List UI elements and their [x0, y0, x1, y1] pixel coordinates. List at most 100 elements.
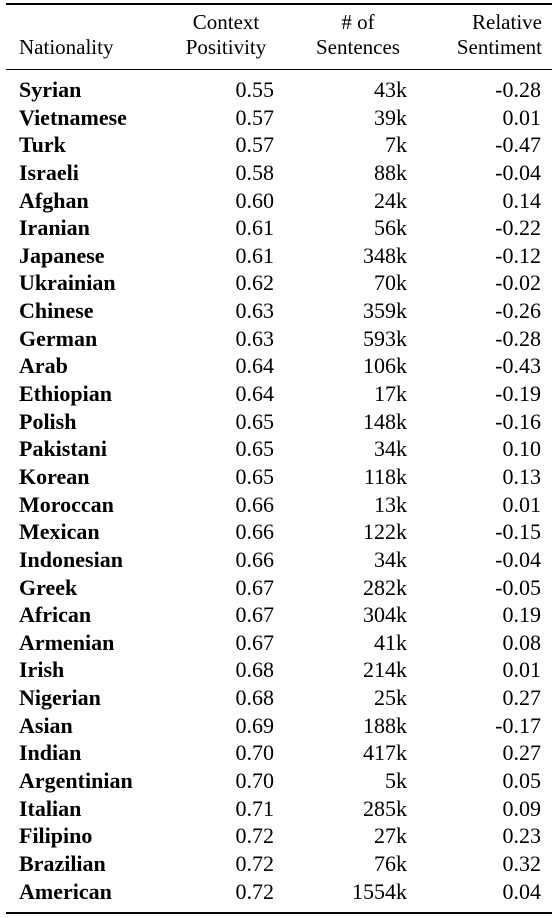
- relative-sentiment-cell: 0.23: [502, 823, 542, 849]
- relative-sentiment-cell: -0.12: [495, 242, 541, 268]
- context-positivity-cell: 0.57: [235, 104, 275, 130]
- num-sentences-cell: 1554k: [352, 878, 407, 904]
- table-row: Pakistani 0.65 34k 0.10: [0, 435, 558, 463]
- table-row: Turk 0.57 7k -0.47: [0, 131, 558, 159]
- relative-sentiment-cell: 0.32: [502, 850, 542, 876]
- nationality-cell: African: [19, 602, 92, 628]
- nationality-cell: Indian: [19, 740, 82, 766]
- nationality-cell: Vietnamese: [19, 104, 127, 130]
- nationality-cell: Nigerian: [19, 685, 101, 711]
- relative-sentiment-cell: 0.13: [502, 463, 542, 489]
- header-context-positivity-line-2: Positivity: [185, 35, 267, 59]
- header-relative-sentiment: Relative Sentiment: [420, 10, 542, 60]
- header-nationality-line-2: Nationality: [19, 35, 114, 59]
- header-relative-sentiment-line-2: Sentiment: [456, 35, 542, 59]
- num-sentences-cell: 359k: [363, 298, 407, 324]
- num-sentences-cell: 39k: [374, 104, 407, 130]
- relative-sentiment-cell: -0.26: [495, 298, 541, 324]
- context-positivity-cell: 0.68: [235, 657, 275, 683]
- table-row: Israeli 0.58 88k -0.04: [0, 159, 558, 187]
- relative-sentiment-cell: -0.19: [495, 381, 541, 407]
- context-positivity-cell: 0.67: [235, 629, 275, 655]
- nationality-cell: Syrian: [19, 77, 82, 102]
- relative-sentiment-cell: -0.28: [495, 325, 541, 351]
- relative-sentiment-cell: 0.08: [502, 629, 542, 655]
- context-positivity-cell: 0.68: [235, 685, 275, 711]
- nationality-cell: Israeli: [19, 159, 79, 185]
- relative-sentiment-cell: 0.19: [502, 602, 542, 628]
- relative-sentiment-cell: 0.27: [502, 685, 542, 711]
- context-positivity-cell: 0.57: [235, 132, 275, 158]
- header-num-sentences-line-1: # of: [341, 10, 375, 34]
- nationality-cell: Arab: [19, 353, 68, 379]
- nationality-cell: Polish: [19, 408, 77, 434]
- relative-sentiment-cell: 0.27: [502, 740, 542, 766]
- context-positivity-cell: 0.69: [235, 712, 275, 738]
- context-positivity-cell: 0.70: [235, 768, 275, 794]
- table-row: Chinese 0.63 359k -0.26: [0, 297, 558, 325]
- table-row: Ethiopian 0.64 17k -0.19: [0, 380, 558, 408]
- header-nationality: Nationality: [19, 35, 113, 60]
- nationality-cell: Ukrainian: [19, 270, 116, 296]
- relative-sentiment-cell: -0.05: [495, 574, 541, 600]
- context-positivity-cell: 0.65: [235, 436, 275, 462]
- table-row: Vietnamese 0.57 39k 0.01: [0, 104, 558, 132]
- num-sentences-cell: 41k: [374, 629, 407, 655]
- table-row: Indian 0.70 417k 0.27: [0, 739, 558, 767]
- context-positivity-cell: 0.62: [235, 270, 275, 296]
- context-positivity-cell: 0.71: [235, 795, 275, 821]
- num-sentences-cell: 593k: [363, 325, 407, 351]
- num-sentences-cell: 27k: [374, 823, 407, 849]
- table-row: Arab 0.64 106k -0.43: [0, 352, 558, 380]
- num-sentences-cell: 34k: [374, 546, 407, 572]
- bottom-rule: [6, 912, 552, 914]
- relative-sentiment-cell: 0.04: [502, 878, 542, 904]
- context-positivity-cell: 0.64: [235, 381, 275, 407]
- relative-sentiment-cell: 0.01: [502, 491, 542, 517]
- table-row: Indonesian 0.66 34k -0.04: [0, 546, 558, 574]
- table-row: Mexican 0.66 122k -0.15: [0, 518, 558, 546]
- context-positivity-cell: 0.72: [235, 850, 275, 876]
- context-positivity-cell: 0.60: [235, 187, 275, 213]
- context-positivity-cell: 0.55: [235, 77, 275, 102]
- num-sentences-cell: 13k: [374, 491, 407, 517]
- table-row: Asian 0.69 188k -0.17: [0, 712, 558, 740]
- context-positivity-cell: 0.72: [235, 878, 275, 904]
- nationality-cell: American: [19, 878, 112, 904]
- num-sentences-cell: 282k: [363, 574, 407, 600]
- num-sentences-cell: 122k: [363, 519, 407, 545]
- nationality-cell: Korean: [19, 463, 90, 489]
- relative-sentiment-cell: -0.04: [495, 546, 541, 572]
- num-sentences-cell: 304k: [363, 602, 407, 628]
- table-row: Italian 0.71 285k 0.09: [0, 795, 558, 823]
- table-row: Iranian 0.61 56k -0.22: [0, 214, 558, 242]
- num-sentences-cell: 70k: [374, 270, 407, 296]
- relative-sentiment-cell: 0.14: [502, 187, 542, 213]
- relative-sentiment-cell: -0.17: [495, 712, 541, 738]
- context-positivity-cell: 0.58: [235, 159, 275, 185]
- table-row: Polish 0.65 148k -0.16: [0, 408, 558, 436]
- num-sentences-cell: 7k: [385, 132, 407, 158]
- context-positivity-cell: 0.63: [235, 298, 275, 324]
- relative-sentiment-cell: -0.04: [495, 159, 541, 185]
- num-sentences-cell: 148k: [363, 408, 407, 434]
- num-sentences-cell: 56k: [374, 215, 407, 241]
- table-row: American 0.72 1554k 0.04: [0, 878, 558, 906]
- relative-sentiment-cell: 0.01: [502, 104, 542, 130]
- relative-sentiment-cell: 0.09: [502, 795, 542, 821]
- context-positivity-cell: 0.66: [235, 519, 275, 545]
- context-positivity-cell: 0.61: [235, 242, 275, 268]
- num-sentences-cell: 43k: [374, 77, 407, 102]
- context-positivity-cell: 0.63: [235, 325, 275, 351]
- num-sentences-cell: 417k: [363, 740, 407, 766]
- relative-sentiment-cell: -0.28: [495, 77, 541, 102]
- table-header: Nationality Context Positivity # of Sent…: [0, 8, 558, 66]
- relative-sentiment-cell: -0.43: [495, 353, 541, 379]
- nationality-cell: Italian: [19, 795, 82, 821]
- table-row: Japanese 0.61 348k -0.12: [0, 242, 558, 270]
- num-sentences-cell: 76k: [374, 850, 407, 876]
- nationality-cell: Irish: [19, 657, 65, 683]
- nationality-cell: Turk: [19, 132, 66, 158]
- header-num-sentences-line-2: Sentences: [316, 35, 400, 59]
